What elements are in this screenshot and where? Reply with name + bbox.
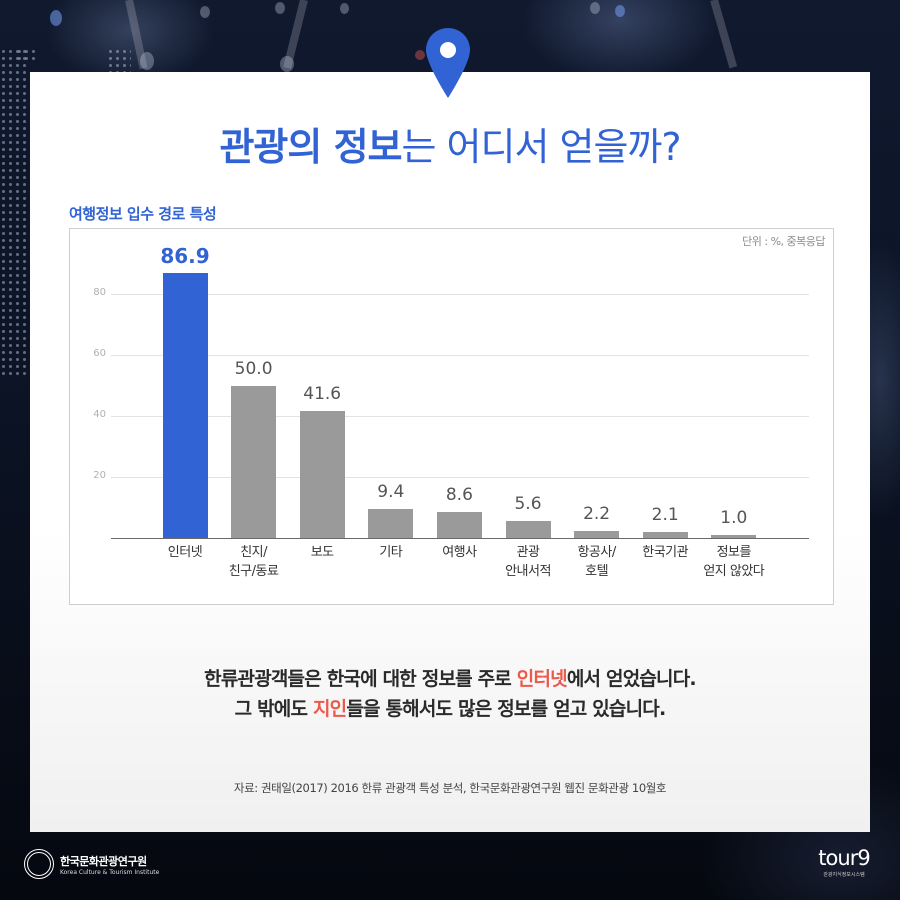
bar-value-label: 8.6 [445,484,473,505]
x-axis-category-label: 보도 [277,543,367,562]
bar [162,272,208,538]
y-axis-tick-label: 60 [93,348,106,359]
summary-emphasis-acquaintance: 지인 [312,698,347,720]
category-label-line: 호텔 [585,564,609,579]
category-label-line: 안내서적 [505,564,551,579]
source-citation: 자료: 권태일(2017) 2016 한류 관광객 특성 분석, 한국문화관광연… [233,781,667,795]
category-label-line: 기타 [379,545,403,560]
background-dot-pattern [16,48,38,64]
summary-line-2: 그 밖에도 지인들을 통해서도 많은 정보를 얻고 있습니다. [0,694,900,724]
bar-value-label: 2.2 [583,504,611,525]
page-title: 관광의 정보는 어디서 얻을까? [0,116,900,171]
background-bokeh [590,2,600,14]
x-axis-category-label: 인터넷 [140,543,230,562]
background-dot-pattern [107,48,131,72]
bar [231,385,277,538]
category-label-line: 친구/동료 [228,564,279,579]
bar-value-label: 9.4 [377,482,405,503]
gridline [111,477,809,478]
bar-value-label: 50.0 [234,358,273,379]
x-axis-category-label: 한국기관 [620,543,710,562]
summary-text: 한류관광객들은 한국에 대한 정보를 주로 인터넷에서 얻었습니다. 그 밖에도… [0,664,900,724]
category-label-line: 항공사/ [577,545,616,560]
category-label-line: 여행사 [442,545,477,560]
background-bokeh [50,10,62,26]
bar [436,511,482,538]
summary-line-1: 한류관광객들은 한국에 대한 정보를 주로 인터넷에서 얻었습니다. [0,664,900,694]
bar [299,411,345,538]
kcti-logo: 한국문화관광연구원 Korea Culture & Tourism Instit… [24,849,159,879]
summary-line-1-post: 에서 얻었습니다. [566,668,697,690]
bar-value-label: 2.1 [651,504,679,525]
gridline [111,355,809,356]
x-axis-line [111,538,809,539]
background-bokeh [615,5,625,17]
kcti-logo-english: Korea Culture & Tourism Institute [60,868,160,876]
gridline [111,416,809,417]
background-bokeh [340,3,349,14]
y-axis-tick-label: 20 [93,470,106,481]
unit-note: 단위 : %, 중복응답 [742,235,825,248]
category-label-line: 인터넷 [167,545,203,560]
category-label-line: 보도 [310,545,334,560]
tourgo-logo-mark: tour9 [818,846,870,870]
summary-line-2-pre: 그 밖에도 [234,698,313,720]
bar [505,520,551,538]
bar-value-label: 5.6 [514,493,542,514]
summary-line-1-pre: 한류관광객들은 한국에 대한 정보를 주로 [204,668,517,690]
category-label-line: 정보를 [716,545,752,560]
background-bokeh [275,2,285,14]
tourgo-logo: tour9 관광지식정보시스템 [808,846,880,878]
chart-container: 단위 : %, 중복응답 20 40 60 80 86.9 인터넷 50.0 친지/친구/동료… [69,228,834,605]
x-axis-category-label: 기타 [346,543,436,562]
page-title-bold: 관광의 정보 [219,125,402,169]
background-bokeh [200,6,210,18]
bar-chart-plot: 20 40 60 80 86.9 인터넷 50.0 친지/친구/동료 41.6 보도 9.4 기타 8.… [70,229,833,604]
category-label-line: 한국기관 [642,545,689,560]
background-dot-pattern [0,48,30,378]
y-axis-tick-label: 80 [93,287,106,298]
gridline [111,294,809,295]
background-bokeh [415,50,425,60]
summary-line-2-post: 들을 통해서도 많은 정보를 얻고 있습니다. [346,698,666,720]
y-axis-tick-label: 40 [93,409,106,420]
kcti-ring-icon [24,849,54,879]
x-axis-category-label: 여행사 [414,543,504,562]
page-title-light: 는 어디서 얻을까? [401,125,681,169]
bar-value-label: 41.6 [303,384,342,405]
background-bokeh [140,52,154,70]
summary-emphasis-internet: 인터넷 [516,668,568,690]
category-label-line: 얻지 않았다 [703,564,765,579]
bar-value-label: 1.0 [720,507,748,528]
bar-value-label: 86.9 [160,243,210,268]
background-bokeh [280,56,294,72]
x-axis-category-label: 친지/친구/동료 [209,543,299,581]
chart-title: 여행정보 입수 경로 특성 [69,205,217,223]
bar [574,531,620,538]
x-axis-category-label: 항공사/호텔 [552,543,642,581]
category-label-line: 관광 [516,545,540,560]
tourgo-logo-subtitle: 관광지식정보시스템 [823,872,865,878]
bar [368,509,414,538]
location-pin-icon [426,28,470,98]
kcti-logo-korean: 한국문화관광연구원 [60,854,147,868]
bar [711,534,757,538]
background-light-beam [710,0,738,69]
bar [642,531,688,538]
category-label-line: 친지/ [240,545,267,560]
